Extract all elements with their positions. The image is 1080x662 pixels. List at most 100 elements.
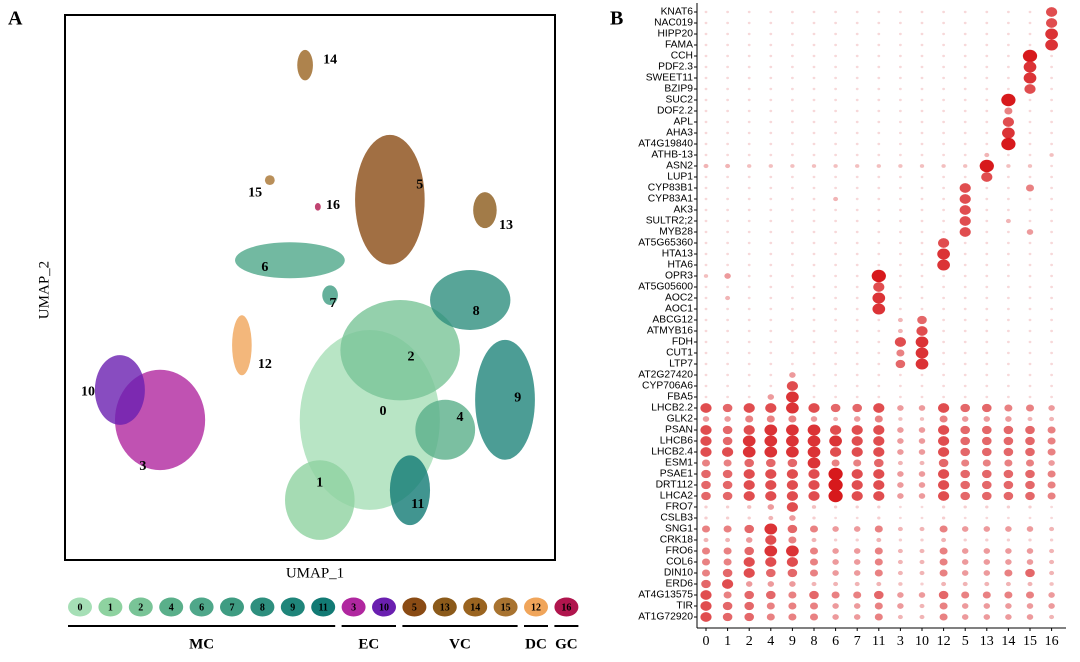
dot bbox=[985, 274, 989, 278]
dot bbox=[1025, 480, 1035, 490]
gene-label: APL bbox=[674, 117, 694, 128]
dot bbox=[791, 120, 794, 124]
dot bbox=[1004, 591, 1013, 599]
dot bbox=[725, 505, 730, 509]
dot bbox=[834, 318, 837, 322]
dot bbox=[788, 536, 797, 544]
dot bbox=[1050, 505, 1053, 509]
dot bbox=[985, 21, 989, 25]
cluster-label: 2 bbox=[407, 349, 414, 364]
dot bbox=[834, 186, 837, 190]
dot bbox=[791, 186, 794, 190]
dot bbox=[704, 142, 708, 146]
group-label: GC bbox=[555, 636, 578, 652]
dot bbox=[1028, 120, 1032, 124]
dot bbox=[985, 340, 989, 344]
dot bbox=[873, 447, 885, 457]
x-tick-label: 4 bbox=[767, 634, 774, 649]
dot bbox=[726, 153, 729, 157]
dot bbox=[961, 591, 970, 599]
dot bbox=[855, 219, 859, 223]
dot bbox=[1049, 614, 1055, 620]
dot bbox=[834, 219, 837, 223]
dot bbox=[747, 109, 751, 113]
dot bbox=[1027, 164, 1033, 168]
dot bbox=[704, 54, 708, 58]
dot bbox=[1050, 241, 1053, 245]
dot bbox=[1049, 538, 1054, 542]
dot bbox=[985, 241, 989, 245]
dot bbox=[920, 373, 924, 377]
dot bbox=[985, 142, 989, 146]
dot bbox=[766, 613, 775, 621]
dot bbox=[769, 219, 773, 223]
dot bbox=[852, 403, 863, 413]
dot bbox=[769, 175, 773, 179]
dot bbox=[786, 557, 798, 567]
dot bbox=[812, 43, 816, 47]
dot bbox=[855, 175, 859, 179]
dot bbox=[769, 98, 773, 102]
dot bbox=[938, 425, 950, 435]
dot bbox=[834, 87, 837, 91]
dot bbox=[1005, 526, 1012, 532]
gene-label: BZIP9 bbox=[664, 84, 693, 95]
gene-label: AT4G19840 bbox=[638, 139, 693, 150]
dot bbox=[855, 395, 859, 399]
dot bbox=[942, 197, 945, 201]
dot bbox=[920, 274, 924, 278]
legend-label: 6 bbox=[199, 602, 204, 613]
dot bbox=[899, 131, 902, 135]
dot bbox=[791, 65, 794, 69]
gene-label: OPR3 bbox=[665, 271, 693, 282]
cluster-label: 11 bbox=[411, 497, 424, 512]
dot bbox=[1007, 43, 1010, 47]
gene-label: ATHB-13 bbox=[651, 150, 693, 161]
dot bbox=[1028, 285, 1032, 289]
dot bbox=[722, 601, 733, 611]
gene-label: SUC2 bbox=[666, 95, 694, 106]
dot bbox=[812, 76, 816, 80]
dot bbox=[939, 613, 948, 621]
group-label: MC bbox=[189, 636, 214, 652]
dot bbox=[1026, 229, 1034, 235]
dot bbox=[700, 590, 712, 600]
dot bbox=[1026, 559, 1034, 565]
dot bbox=[812, 186, 816, 190]
dot bbox=[851, 469, 863, 479]
dot bbox=[723, 558, 732, 566]
dot bbox=[809, 590, 819, 600]
gene-label: ATMYB16 bbox=[647, 326, 693, 337]
dot bbox=[786, 545, 799, 557]
legend-label: 9 bbox=[290, 602, 295, 613]
cluster-label: 7 bbox=[330, 296, 337, 311]
dot bbox=[812, 219, 816, 223]
dot bbox=[743, 557, 755, 567]
dot bbox=[1023, 72, 1037, 84]
dot bbox=[982, 591, 991, 599]
dot bbox=[769, 120, 773, 124]
dot bbox=[834, 142, 837, 146]
dot bbox=[723, 547, 732, 555]
dot bbox=[834, 307, 837, 311]
gene-label: FRO7 bbox=[666, 502, 694, 513]
dot bbox=[1007, 54, 1010, 58]
dot bbox=[747, 516, 751, 520]
dot bbox=[941, 164, 946, 168]
dot bbox=[942, 131, 945, 135]
dot bbox=[726, 329, 729, 333]
dot bbox=[725, 163, 731, 169]
dot bbox=[791, 252, 794, 256]
dot bbox=[920, 208, 924, 212]
dot bbox=[1049, 416, 1055, 422]
dot bbox=[704, 373, 708, 377]
dot bbox=[855, 120, 859, 124]
dot bbox=[896, 349, 905, 357]
dot bbox=[855, 65, 859, 69]
legend-label: 11 bbox=[318, 602, 327, 613]
dot bbox=[834, 252, 837, 256]
dot bbox=[704, 10, 708, 14]
dot bbox=[985, 505, 989, 509]
dot bbox=[855, 230, 859, 234]
